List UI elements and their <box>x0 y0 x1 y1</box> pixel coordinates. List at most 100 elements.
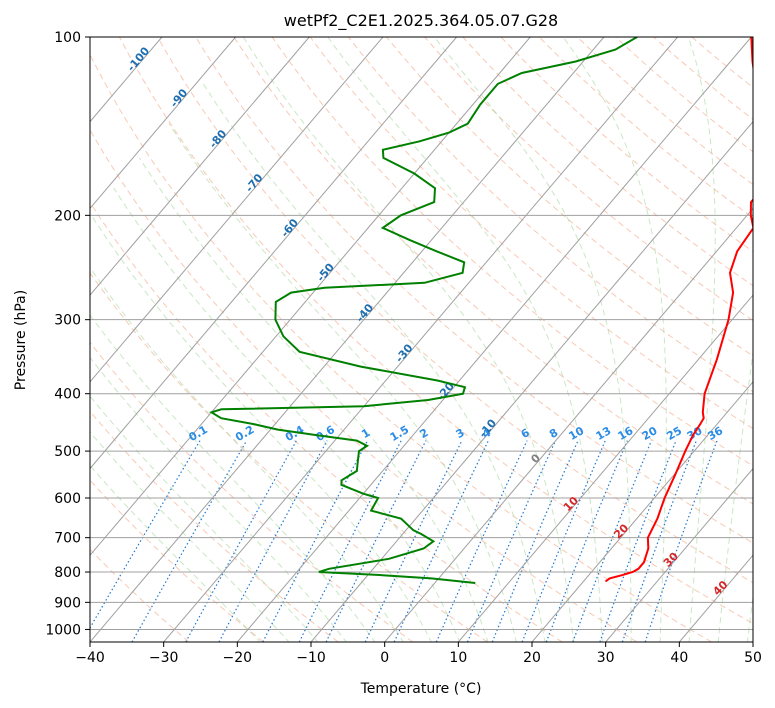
plot-area: -100-90-80-70-60-50-40-30-20-100.1 0.2 0.4… <box>90 37 753 642</box>
dry-adiabat-line <box>424 37 753 322</box>
moist-adiabat-line <box>90 314 376 642</box>
x-axis-ticks: −40 −30 −20 −10 0 10 20 30 40 50 <box>75 642 762 666</box>
moist-adiabats <box>90 37 753 642</box>
moist-adiabat-line <box>687 37 716 642</box>
x-tick-label: 0 <box>380 650 389 666</box>
moist-adiabat-line <box>433 37 632 642</box>
x-tick-label: −20 <box>223 650 253 666</box>
mixing-ratio-line <box>393 440 489 642</box>
mixing-ratio-label: 8 <box>547 426 560 441</box>
moist-adiabat-line <box>202 83 546 642</box>
moist-adiabat-line <box>113 187 461 642</box>
dry-adiabat-line <box>90 479 264 642</box>
isotherm-label: -40 <box>353 301 376 325</box>
x-tick-label: 20 <box>523 650 541 666</box>
mixing-ratio-line <box>599 440 677 642</box>
moist-adiabat-line <box>90 395 319 642</box>
mixing-ratio-lines <box>90 440 718 642</box>
mixing-ratio-line <box>621 440 697 642</box>
isotherm-line <box>90 37 531 557</box>
isotherm-label: -30 <box>393 341 416 365</box>
moist-adiabat-line <box>168 123 518 642</box>
isotherm-line <box>310 120 753 642</box>
isotherm-line <box>531 381 753 642</box>
isotherm-line <box>163 37 678 642</box>
y-tick-label: 100 <box>54 30 81 46</box>
dry-adiabat-line <box>233 37 753 505</box>
y-tick-label: 800 <box>54 565 81 581</box>
isotherm-line <box>605 467 753 642</box>
isotherm-line <box>678 554 753 642</box>
dry-adiabat-line <box>538 37 753 219</box>
dry-adiabat-line <box>500 37 753 253</box>
x-tick-label: −30 <box>149 650 179 666</box>
dry-adiabat-line <box>118 37 753 625</box>
mixing-ratio-line <box>262 440 369 642</box>
dry-adiabat-line <box>462 37 753 287</box>
mixing-ratio-line <box>491 440 579 642</box>
dry-adiabat-line <box>309 37 753 430</box>
x-tick-label: −40 <box>75 650 105 666</box>
y-tick-label: 700 <box>54 531 81 547</box>
x-tick-label: 10 <box>449 650 467 666</box>
moist-adiabat-line <box>717 348 753 642</box>
mixing-ratio-label: 0.2 <box>233 423 256 444</box>
isotherm-label: -60 <box>278 216 301 240</box>
isotherm-label: -50 <box>314 261 337 285</box>
temperature-series-line <box>604 37 753 583</box>
mixing-ratio-line <box>644 440 718 642</box>
moist-adiabat-line <box>90 431 290 642</box>
moist-adiabat-line <box>90 356 347 642</box>
dry-adiabat-line <box>386 37 753 357</box>
mixing-ratio-label: 0.1 <box>187 423 210 444</box>
isotherm-line <box>457 294 753 642</box>
isotherm-label: -80 <box>207 127 230 151</box>
isotherm-line <box>752 641 753 642</box>
moist-adiabat-line <box>90 266 404 642</box>
mixing-ratio-label: 20 <box>640 424 660 443</box>
moist-adiabat-line <box>90 464 261 642</box>
mixing-ratio-label: 6 <box>519 426 532 441</box>
x-tick-label: −10 <box>296 650 326 666</box>
moist-adiabat-label: 10 <box>561 494 581 514</box>
mixing-ratio-line <box>298 440 402 642</box>
mixing-ratio-line <box>364 440 463 642</box>
mixing-ratio-line <box>435 440 528 642</box>
y-tick-label: 900 <box>54 595 81 611</box>
dry-adiabat-line <box>90 128 638 642</box>
y-axis-label: Pressure (hPa) <box>13 290 29 390</box>
isotherm-line <box>90 37 457 470</box>
y-axis-ticks: 100 200 300 400 500 600 700 800 900 1000 <box>45 30 90 638</box>
mixing-ratio-label: 36 <box>705 424 725 443</box>
dry-adiabat-line <box>90 201 563 642</box>
y-tick-label: 1000 <box>45 622 81 638</box>
isotherms <box>90 37 753 642</box>
chart-title: wetPf2_C2E1.2025.364.05.07.G28 <box>284 11 558 31</box>
mixing-ratio-label: 13 <box>594 424 614 443</box>
dry-adiabat-line <box>691 37 753 89</box>
moist-adiabat-line <box>562 37 667 642</box>
moist-adiabat-line <box>138 157 489 642</box>
moist-adiabat-label: 40 <box>710 578 730 598</box>
mixing-ratio-label: 2 <box>418 426 431 441</box>
isotherm-line <box>90 37 384 383</box>
mixing-ratio-label: 0.6 <box>314 423 338 444</box>
mixing-ratio-label: 25 <box>664 424 684 443</box>
dry-adiabat-line <box>615 37 753 153</box>
y-tick-label: 300 <box>54 313 81 329</box>
y-tick-label: 200 <box>54 208 81 224</box>
moist-adiabat-line <box>746 593 753 642</box>
moist-adiabat-line <box>90 215 432 642</box>
pressure-gridlines <box>90 37 753 630</box>
isotherm-label: -70 <box>243 171 266 195</box>
mixing-ratio-line <box>131 440 248 642</box>
isotherm-line <box>90 37 605 642</box>
mixing-ratio-line <box>545 440 628 642</box>
isotherm-line <box>90 37 310 296</box>
x-tick-label: 50 <box>744 650 762 666</box>
dry-adiabat-line <box>90 53 712 642</box>
plot-frame <box>89 36 754 643</box>
dewpoint-series-line <box>209 37 638 584</box>
x-axis-label: Temperature (°C) <box>360 681 482 697</box>
